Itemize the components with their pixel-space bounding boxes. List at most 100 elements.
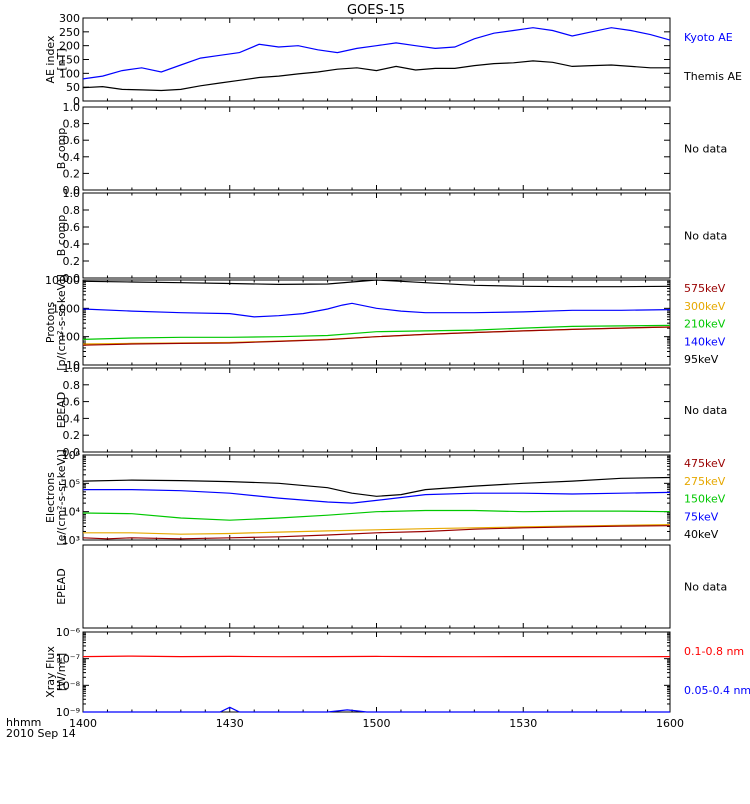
y-tick-label: 1.0: [63, 362, 81, 375]
legend-entry: 140keV: [684, 335, 726, 348]
y-tick-label: 0.2: [63, 167, 81, 180]
y-tick-label: 0: [73, 95, 80, 108]
legend-entry: 150keV: [684, 493, 726, 506]
series-line-40kev: [82, 476, 671, 497]
legend-entry: 75keV: [684, 510, 719, 523]
y-tick-label: 150: [59, 54, 80, 67]
x-tick-label: 1530: [509, 717, 537, 730]
panel-b1: 0.0 0.2 0.4 0.6 0.8 1.0 B comp No data: [55, 101, 727, 197]
y-tick-label: 100: [59, 331, 80, 344]
series-line-150kev: [82, 509, 671, 521]
y-tick-label: 10³: [62, 534, 80, 547]
y-axis-label: [e/(cm²-s-sr-keV)]: [55, 449, 68, 545]
panel-epead1: 0.0 0.2 0.4 0.6 0.8 1.0 EPEAD No data: [55, 362, 727, 459]
panel-frame: [82, 544, 671, 629]
legend-entry: 0.1-0.8 nm: [684, 645, 744, 658]
no-data-label: No data: [684, 143, 727, 156]
no-data-label: No data: [684, 581, 727, 594]
y-tick-label: 10⁻⁸: [56, 679, 81, 692]
legend-entry: Themis AE: [683, 70, 742, 83]
legend-entry: 575keV: [684, 282, 726, 295]
legend-entry: 275keV: [684, 475, 726, 488]
y-axis-label: EPEAD: [55, 392, 68, 429]
y-tick-label: 0.8: [63, 118, 81, 131]
y-tick-label: 0.4: [63, 412, 81, 425]
y-tick-label: 0.0: [63, 184, 81, 197]
y-tick-label: 0.8: [63, 379, 81, 392]
panel-xray: 10⁻⁹ 10⁻⁸ 10⁻⁷ 10⁻⁶ Xray Flux[W/m²] 0.1-0.8 n…: [44, 626, 750, 719]
panel-electrons: 10³ 10⁴ 10⁵ 10⁶ Electrons[e/(cm²-s-sr-keV)] 4…: [44, 449, 726, 547]
y-tick-label: 0.4: [63, 238, 81, 251]
legend-entry: Kyoto AE: [684, 31, 733, 44]
y-tick-label: 10⁶: [62, 449, 81, 462]
y-tick-label: 0.6: [63, 221, 81, 234]
y-axis-label: [p/(cm²-s-sr-keV)]: [55, 274, 68, 371]
y-axis-label: B comp: [55, 128, 68, 170]
panel-frame: [82, 106, 671, 191]
y-axis-label: [nT]: [55, 48, 68, 70]
y-tick-label: 10000: [45, 274, 80, 287]
y-axis-label: EPEAD: [55, 568, 68, 605]
panel-frame: [82, 17, 671, 102]
y-axis-label: Electrons: [44, 472, 57, 523]
y-tick-label: 10⁻⁹: [56, 706, 80, 719]
panel-epead2: EPEAD No data: [55, 544, 727, 629]
series-line-575kev: [82, 326, 671, 346]
panel-b2: 0.0 0.2 0.4 0.6 0.8 1.0 B comp No data: [55, 187, 727, 285]
panel-frame: [82, 367, 671, 453]
x-tick-label: 1430: [216, 717, 244, 730]
series-line-140kev: [82, 302, 671, 318]
y-tick-label: 10: [66, 359, 80, 372]
y-tick-label: 10⁴: [62, 506, 81, 519]
y-tick-label: 0.0: [63, 446, 81, 459]
panel-protons: 10 100 1000 10000 Protons[p/(cm²-s-sr-keV)] 5…: [44, 274, 726, 372]
y-tick-label: 0.6: [63, 396, 81, 409]
y-tick-label: 1.0: [63, 187, 81, 200]
x-tick-label: 1600: [656, 717, 684, 730]
series-line-475kev: [82, 525, 671, 540]
y-tick-label: 300: [59, 12, 80, 25]
x-corner-label: hhmm: [6, 716, 41, 729]
legend-entry: 95keV: [684, 353, 719, 366]
y-axis-label: Xray Flux: [44, 646, 57, 698]
x-tick-label: 1400: [69, 717, 97, 730]
legend-entry: 0.05-0.4 nm: [684, 684, 750, 697]
x-tick-label: 1500: [363, 717, 391, 730]
y-axis-label: B comp: [55, 215, 68, 257]
no-data-label: No data: [684, 230, 727, 243]
legend-entry: 475keV: [684, 457, 726, 470]
y-axis-label: [W/m²]: [55, 653, 68, 691]
y-tick-label: 200: [59, 40, 80, 53]
legend-entry: 40keV: [684, 528, 719, 541]
series-line-themis-ae: [82, 60, 670, 92]
series-line-0-1-0-8-nm: [82, 655, 671, 658]
y-axis-label: AE index: [44, 35, 57, 84]
legend-entry: 210keV: [684, 318, 726, 331]
series-line-75kev: [83, 489, 671, 504]
y-tick-label: 0.6: [63, 134, 81, 147]
y-tick-label: 50: [66, 81, 80, 94]
legend-entry: 300keV: [684, 300, 726, 313]
y-axis-label: Protons: [44, 302, 57, 343]
series-line-275kev: [83, 524, 671, 535]
y-tick-label: 0.2: [63, 255, 81, 268]
y-tick-label: 100: [59, 67, 80, 80]
series-line-210kev: [82, 324, 671, 340]
y-tick-label: 10⁻⁶: [56, 626, 81, 639]
y-tick-label: 1000: [52, 302, 80, 315]
chart-title: GOES-15: [347, 3, 405, 18]
y-tick-label: 250: [59, 26, 80, 39]
series-line-95kev: [82, 279, 671, 288]
panel-frame: [82, 279, 671, 366]
y-tick-label: 0.2: [63, 429, 81, 442]
date-label: 2010 Sep 14: [6, 727, 76, 740]
y-tick-label: 0.4: [63, 151, 81, 164]
panel-frame: [82, 192, 671, 279]
y-tick-label: 1.0: [63, 101, 81, 114]
y-tick-label: 0.0: [63, 272, 81, 285]
y-tick-label: 10⁵: [62, 477, 80, 490]
panel-frame: [82, 631, 671, 713]
y-tick-label: 0.8: [63, 204, 81, 217]
